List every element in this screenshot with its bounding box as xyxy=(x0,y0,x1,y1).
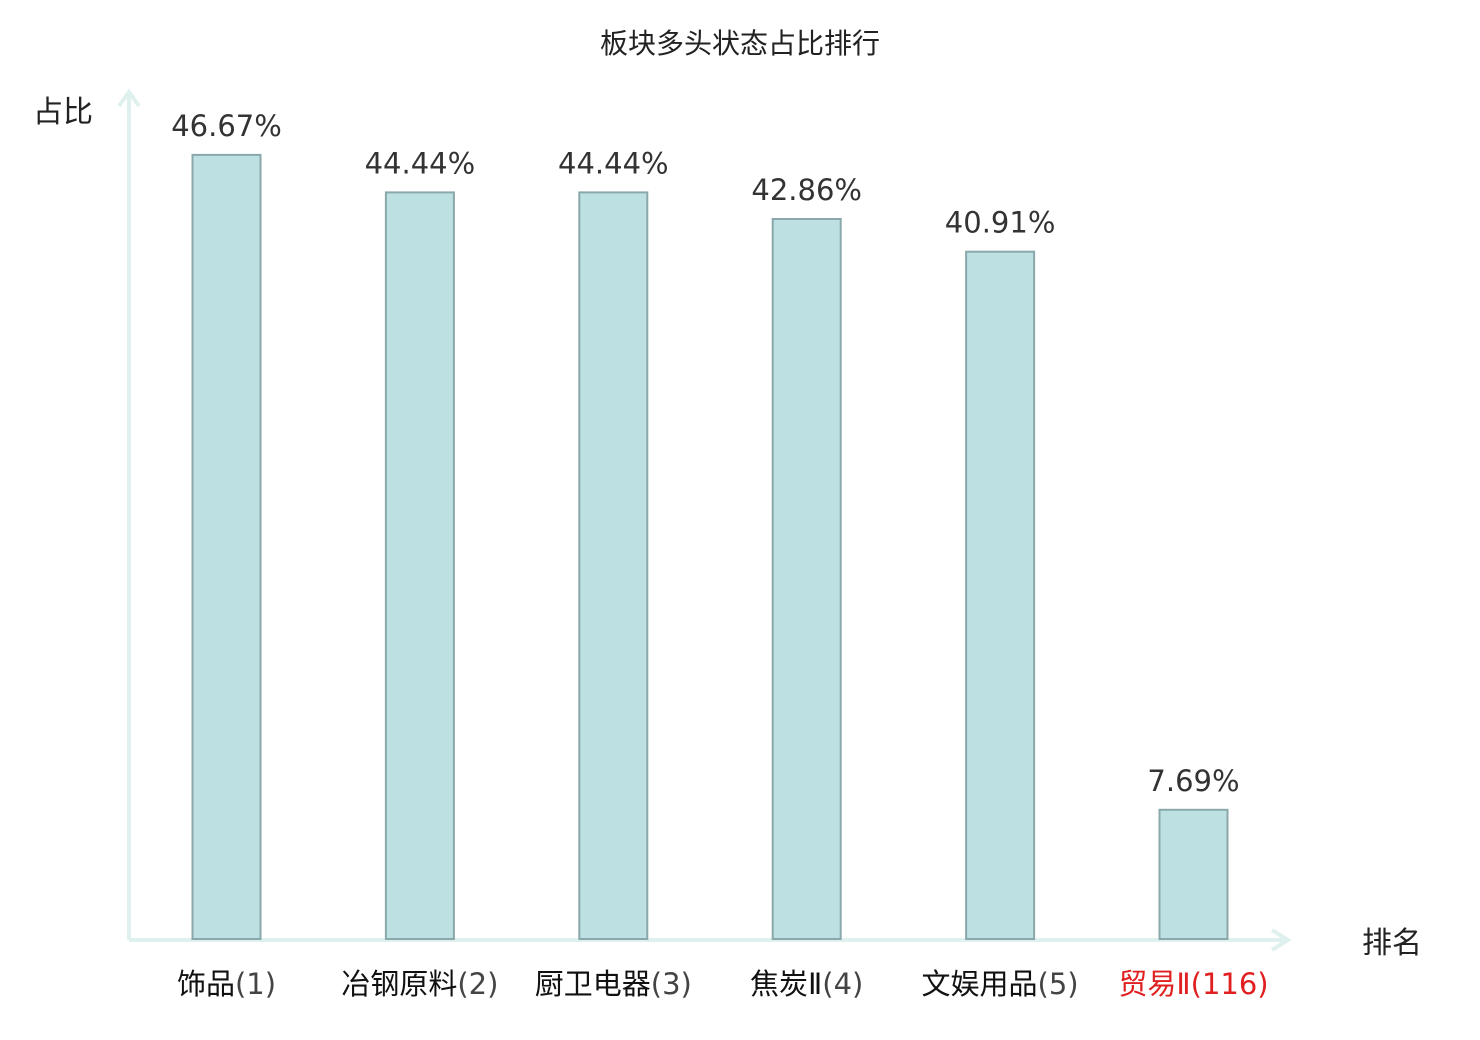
value-label-1: 46.67% xyxy=(171,109,282,143)
category-name: 贸易Ⅱ xyxy=(1118,967,1190,1001)
bar-5 xyxy=(965,250,1036,940)
bar-4 xyxy=(771,218,842,940)
category-labels-group: 饰品(1) 冶钢原料(2) 厨卫电器(3) 焦炭Ⅱ(4) 文娱用品(5) 贸易Ⅱ(116) xyxy=(177,967,1269,1001)
category-rank: (4) xyxy=(822,967,863,1001)
category-name: 文娱用品 xyxy=(922,967,1038,1001)
y-axis-label: 占比 xyxy=(33,95,93,130)
value-label-4: 42.86% xyxy=(751,173,862,207)
bar-6 xyxy=(1158,808,1229,940)
category-name: 厨卫电器 xyxy=(535,967,651,1001)
category-rank: (1) xyxy=(235,967,276,1001)
x-axis-arrow xyxy=(1270,928,1292,952)
value-label-5: 40.91% xyxy=(945,206,1056,240)
category-label-2: 冶钢原料(2) xyxy=(341,967,498,1001)
value-labels-group: 46.67% 44.44% 44.44% 42.86% 40.91% 7.69% xyxy=(171,109,1239,798)
category-name: 焦炭Ⅱ xyxy=(750,967,822,1001)
bars-group xyxy=(191,153,1229,940)
category-label-5: 文娱用品(5) xyxy=(922,967,1079,1001)
bar-1 xyxy=(191,153,262,940)
value-label-6: 7.69% xyxy=(1147,764,1239,798)
category-rank: (2) xyxy=(457,967,498,1001)
category-label-1: 饰品(1) xyxy=(177,967,276,1001)
axes xyxy=(117,88,1292,952)
category-rank: (3) xyxy=(651,967,692,1001)
bar-3 xyxy=(578,191,649,940)
category-name: 饰品 xyxy=(177,967,235,1001)
category-label-4: 焦炭Ⅱ(4) xyxy=(750,967,863,1001)
y-axis-arrow xyxy=(117,88,141,108)
value-label-3: 44.44% xyxy=(558,146,669,180)
category-label-6: 贸易Ⅱ(116) xyxy=(1118,967,1268,1001)
category-rank: (116) xyxy=(1191,967,1269,1001)
category-name: 冶钢原料 xyxy=(341,967,457,1001)
chart-title: 板块多头状态占比排行 xyxy=(600,27,880,60)
x-axis-label: 排名 xyxy=(1362,926,1422,961)
category-rank: (5) xyxy=(1038,967,1079,1001)
value-label-2: 44.44% xyxy=(365,146,476,180)
category-label-3: 厨卫电器(3) xyxy=(535,967,692,1001)
bar-2 xyxy=(384,191,455,940)
